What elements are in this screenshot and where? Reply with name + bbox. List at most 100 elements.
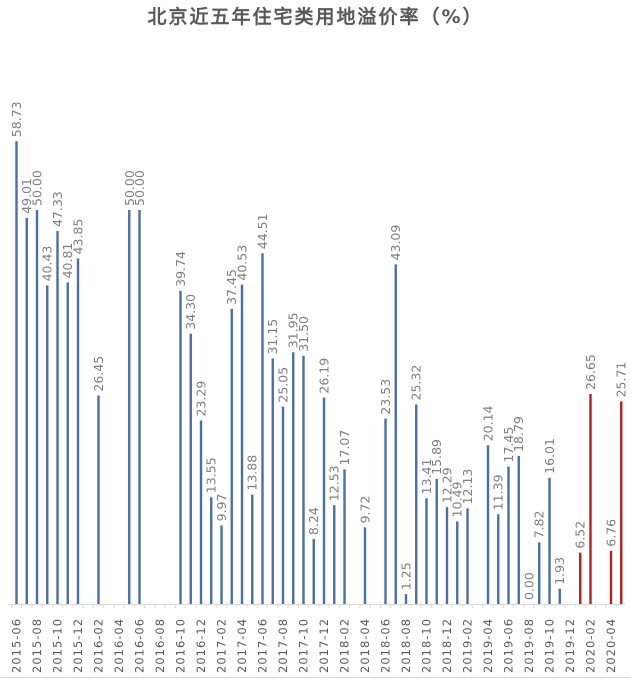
value-label-2017-02: 9.97 — [214, 494, 229, 522]
bar-2017-09 — [292, 352, 295, 604]
tick-label-2018-06: 2018-06 — [379, 618, 393, 673]
bar-2017-10 — [302, 355, 305, 604]
value-label-2020-01: 6.52 — [573, 521, 588, 549]
tick-label-2019-06: 2019-06 — [502, 618, 516, 673]
value-label-2020-04: 6.76 — [604, 519, 619, 547]
bar-2017-07 — [271, 358, 274, 604]
bar-2017-04 — [240, 284, 244, 604]
tick-label-2019-10: 2019-10 — [543, 618, 557, 673]
bar-2017-05 — [251, 494, 254, 604]
tick-label-2017-06: 2017-06 — [256, 618, 270, 673]
tick-label-2015-06: 2015-06 — [10, 618, 24, 673]
bar-2019-01 — [456, 521, 459, 604]
bar-2017-11 — [312, 539, 315, 604]
bar-2017-01 — [210, 497, 213, 604]
value-label-2017-03: 37.45 — [224, 269, 239, 305]
tick-label-2017-08: 2017-08 — [276, 618, 290, 673]
bar-2018-11 — [435, 478, 438, 604]
value-label-2017-09: 31.95 — [286, 312, 301, 348]
value-label-2018-10: 13.41 — [419, 459, 434, 495]
bar-2017-02 — [220, 525, 223, 604]
bar-2020-05 — [620, 401, 623, 604]
value-label-2019-04: 20.14 — [481, 405, 496, 441]
value-label-2018-12: 12.29 — [440, 467, 455, 503]
tick-label-2018-04: 2018-04 — [358, 618, 372, 673]
tick-label-2016-04: 2016-04 — [112, 618, 126, 673]
chart-title: 北京近五年住宅类用地溢价率（%） — [147, 6, 484, 28]
bar-2018-07 — [394, 264, 397, 604]
value-label-2017-06: 44.51 — [255, 213, 270, 249]
value-label-2017-01: 13.55 — [204, 457, 219, 493]
bar-2016-10 — [179, 290, 182, 604]
tick-label-2016-02: 2016-02 — [92, 618, 106, 673]
value-label-2019-06: 17.45 — [501, 427, 516, 463]
bar-2019-11 — [558, 588, 561, 604]
value-label-2016-02: 26.45 — [91, 356, 106, 392]
value-label-2017-08: 25.05 — [276, 367, 291, 403]
tick-label-2017-04: 2017-04 — [235, 618, 249, 673]
value-label-2016-12: 23.29 — [194, 381, 209, 417]
tick-label-2019-04: 2019-04 — [481, 618, 495, 673]
value-label-2019-02: 12.13 — [460, 469, 475, 505]
bar-2015-09 — [46, 285, 49, 604]
bar-2016-02 — [97, 395, 100, 604]
bar-2020-04 — [609, 550, 613, 604]
value-labels-group: 58.7349.0150.0040.4347.3340.8143.8526.45… — [9, 101, 629, 600]
tick-label-2018-02: 2018-02 — [338, 618, 352, 673]
bar-2019-02 — [466, 508, 469, 604]
bar-2018-04 — [363, 527, 367, 604]
value-label-2018-06: 23.53 — [378, 379, 393, 415]
bar-2016-05 — [128, 210, 131, 604]
bar-2020-02 — [589, 393, 592, 604]
bar-2018-01 — [333, 505, 336, 604]
bar-2019-05 — [497, 514, 500, 604]
value-label-2017-04: 40.53 — [235, 245, 250, 281]
tick-label-2018-12: 2018-12 — [440, 618, 454, 673]
bar-2017-03 — [230, 308, 233, 604]
value-label-2019-09: 7.82 — [532, 511, 547, 539]
bar-2015-07 — [25, 217, 28, 604]
value-label-2017-11: 8.24 — [306, 507, 321, 535]
tick-label-2016-12: 2016-12 — [194, 618, 208, 673]
value-label-2017-05: 13.88 — [245, 455, 260, 491]
value-label-2018-01: 12.53 — [327, 465, 342, 501]
bar-2015-08 — [35, 210, 39, 604]
bar-2018-09 — [415, 404, 418, 604]
bar-2018-06 — [384, 418, 387, 604]
bar-2019-06 — [507, 466, 510, 604]
tick-label-2017-02: 2017-02 — [215, 618, 229, 673]
bar-2015-11 — [66, 282, 69, 604]
tick-label-2020-02: 2020-02 — [584, 618, 598, 673]
tick-label-2017-10: 2017-10 — [297, 618, 311, 673]
value-label-2018-11: 15.89 — [429, 439, 444, 475]
bar-2016-06 — [138, 210, 141, 604]
bar-2018-10 — [425, 498, 428, 604]
value-label-2018-02: 17.07 — [337, 430, 352, 466]
value-label-2015-06: 58.73 — [9, 101, 24, 137]
tick-label-2015-10: 2015-10 — [51, 618, 65, 673]
value-label-2018-04: 9.72 — [358, 496, 373, 524]
tick-label-2019-08: 2019-08 — [522, 618, 536, 673]
value-label-2017-10: 31.50 — [296, 316, 311, 352]
value-label-2015-10: 47.33 — [50, 191, 65, 227]
value-label-2018-09: 25.32 — [409, 365, 424, 401]
value-label-2015-08: 50.00 — [30, 170, 45, 206]
value-label-2019-07: 18.79 — [511, 416, 526, 452]
tick-label-2018-10: 2018-10 — [420, 618, 434, 673]
bar-2019-04 — [486, 445, 490, 604]
bar-2015-06 — [15, 141, 18, 605]
value-label-2015-09: 40.43 — [40, 246, 55, 282]
value-label-2018-07: 43.09 — [388, 225, 403, 261]
bar-2019-09 — [538, 542, 541, 604]
tick-label-2019-12: 2019-12 — [563, 618, 577, 673]
bar-2018-02 — [343, 469, 346, 604]
tick-label-2016-08: 2016-08 — [153, 618, 167, 673]
bar-2016-11 — [189, 333, 192, 604]
tick-label-2016-06: 2016-06 — [133, 618, 147, 673]
bar-2015-12 — [76, 258, 80, 604]
bar-2017-12 — [322, 397, 326, 604]
value-label-2016-05: 50.00 — [122, 170, 137, 206]
bar-2018-08 — [404, 594, 408, 604]
bars-group — [15, 141, 623, 605]
